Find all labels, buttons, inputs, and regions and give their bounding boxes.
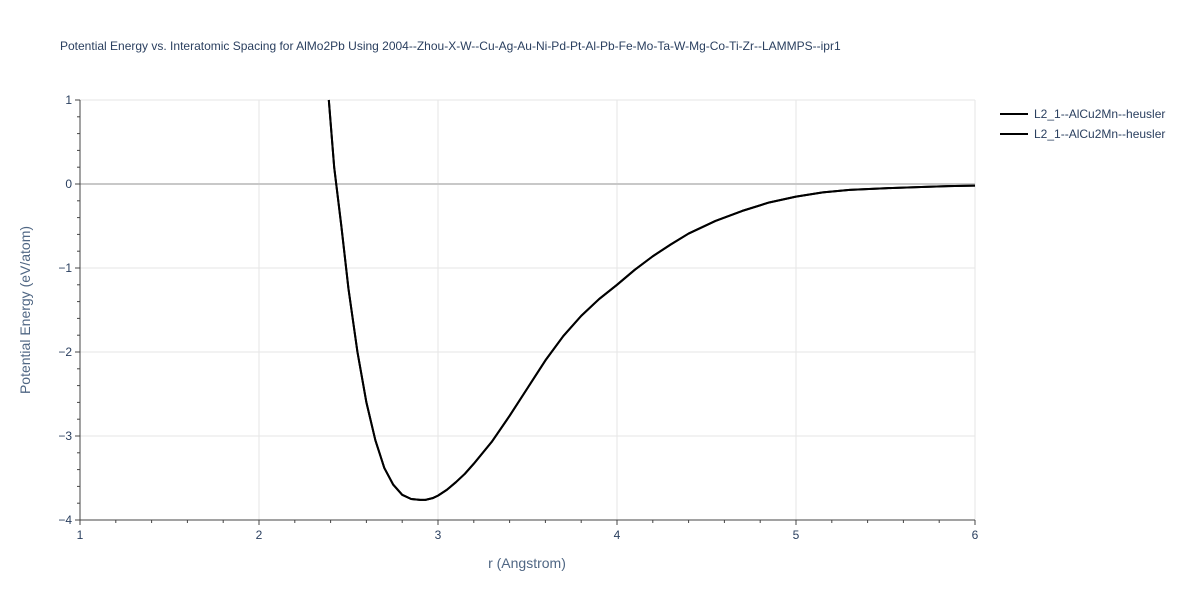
- x-tick-label: 5: [793, 528, 800, 542]
- x-tick-label: 3: [435, 528, 442, 542]
- series-layer[interactable]: [327, 99, 976, 501]
- series-line-1[interactable]: [327, 99, 976, 501]
- y-tick-label: 0: [65, 177, 72, 191]
- x-tick-label: 6: [972, 528, 979, 542]
- x-tick-label: 2: [256, 528, 263, 542]
- x-tick-label: 1: [77, 528, 84, 542]
- y-tick-label: −3: [58, 429, 72, 443]
- x-tick-label: 4: [614, 528, 621, 542]
- y-axis-label: Potential Energy (eV/atom): [17, 226, 33, 394]
- legend-label: L2_1--AlCu2Mn--heusler: [1034, 127, 1165, 141]
- y-tick-label: −1: [58, 261, 72, 275]
- y-tick-label: −2: [58, 345, 72, 359]
- y-tick-label: −4: [58, 513, 72, 527]
- series-line-2[interactable]: [327, 99, 976, 501]
- legend[interactable]: L2_1--AlCu2Mn--heusler L2_1--AlCu2Mn--heu…: [1000, 107, 1165, 141]
- y-tick-label: 1: [65, 93, 72, 107]
- chart-title: Potential Energy vs. Interatomic Spacing…: [60, 39, 841, 53]
- x-axis-label: r (Angstrom): [488, 555, 566, 571]
- legend-item-1[interactable]: L2_1--AlCu2Mn--heusler: [1000, 107, 1165, 121]
- grid-layer: [80, 99, 976, 520]
- axes-layer: 1 2 3 4 5 6 1 0 −1 −2 −3 −4: [58, 93, 978, 542]
- legend-label: L2_1--AlCu2Mn--heusler: [1034, 107, 1165, 121]
- legend-item-2[interactable]: L2_1--AlCu2Mn--heusler: [1000, 127, 1165, 141]
